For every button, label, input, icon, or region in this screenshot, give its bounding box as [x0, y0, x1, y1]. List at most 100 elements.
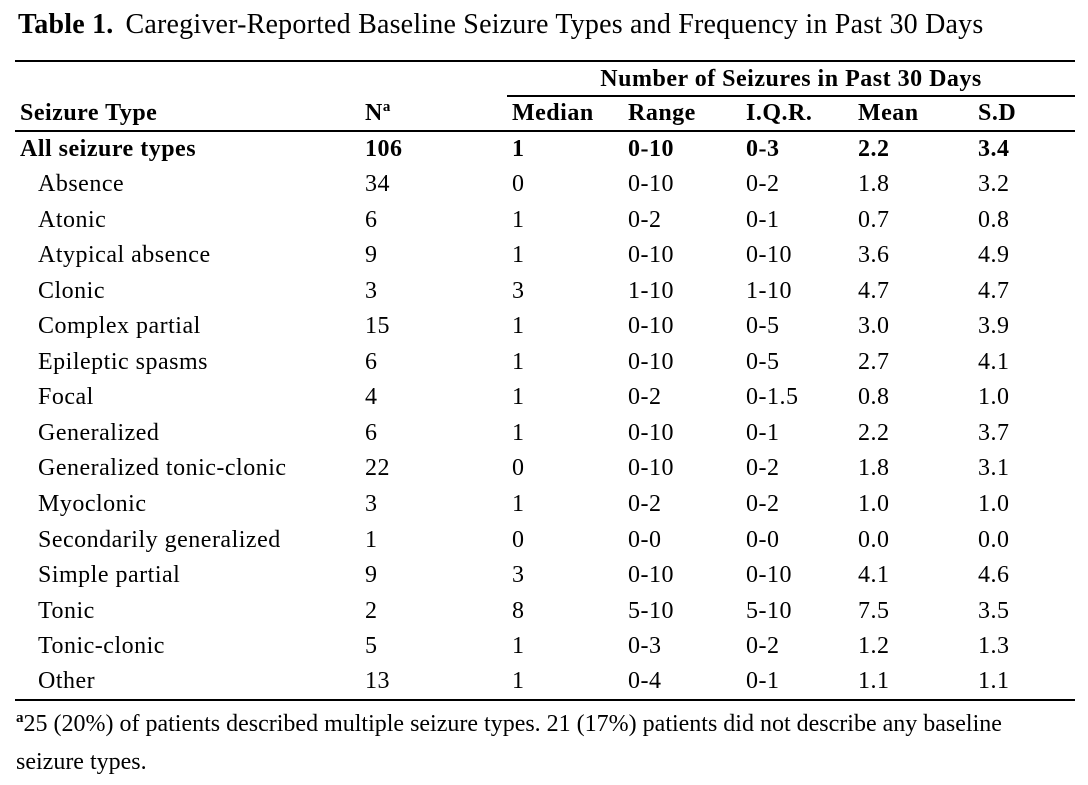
median-cell: 3	[512, 562, 525, 589]
median-cell: 8	[512, 597, 525, 624]
seizure-type-cell: Focal	[38, 384, 94, 411]
table-number-label: Table 1.	[18, 9, 114, 40]
column-header-mean: Mean	[853, 96, 973, 132]
seizure-type-cell: Absence	[38, 171, 125, 198]
iqr-cell: 0-5	[746, 313, 780, 340]
range-cell: 0-10	[628, 242, 674, 269]
iqr-cell: 0-2	[746, 633, 780, 660]
seizure-type-cell: Generalized	[38, 419, 160, 446]
seizure-type-cell: Atonic	[38, 206, 107, 233]
range-cell: 0-10	[628, 419, 674, 446]
range-cell: 0-10	[628, 135, 674, 162]
range-cell: 0-4	[628, 667, 662, 694]
seizure-type-cell: Clonic	[38, 277, 105, 304]
mean-cell: 0.8	[858, 384, 890, 411]
mean-cell: 1.8	[858, 171, 890, 198]
sd-cell: 3.9	[978, 313, 1010, 340]
median-cell: 0	[512, 526, 525, 553]
range-cell: 0-10	[628, 348, 674, 375]
table-row: Atonic 6 1 0-2 0-1 0.7 0.8	[15, 202, 1075, 238]
mean-cell: 2.2	[858, 419, 890, 446]
sd-cell: 3.2	[978, 171, 1010, 198]
iqr-cell: 0-0	[746, 526, 780, 553]
median-cell: 1	[512, 633, 525, 660]
iqr-cell: 0-10	[746, 562, 792, 589]
range-cell: 0-10	[628, 171, 674, 198]
range-cell: 5-10	[628, 597, 674, 624]
n-cell: 3	[365, 491, 378, 518]
n-cell: 6	[365, 348, 378, 375]
column-header-iqr: I.Q.R.	[741, 96, 853, 132]
table-row: Clonic 3 3 1-10 1-10 4.7 4.7	[15, 273, 1075, 309]
seizure-type-cell: Epileptic spasms	[38, 348, 208, 375]
median-cell: 0	[512, 455, 525, 482]
median-cell: 0	[512, 171, 525, 198]
n-cell: 9	[365, 242, 378, 269]
mean-cell: 1.1	[858, 667, 890, 694]
n-cell: 6	[365, 419, 378, 446]
mean-cell: 2.7	[858, 348, 890, 375]
iqr-cell: 0-10	[746, 242, 792, 269]
median-cell: 1	[512, 206, 525, 233]
mean-cell: 4.7	[858, 277, 890, 304]
median-cell: 1	[512, 384, 525, 411]
mean-cell: 1.0	[858, 491, 890, 518]
sd-cell: 1.1	[978, 667, 1010, 694]
iqr-cell: 0-2	[746, 171, 780, 198]
table-caption: Caregiver-Reported Baseline Seizure Type…	[125, 9, 984, 40]
range-cell: 0-0	[628, 526, 662, 553]
sd-cell: 4.6	[978, 562, 1010, 589]
sd-cell: 4.7	[978, 277, 1010, 304]
iqr-cell: 0-1	[746, 419, 780, 446]
sd-cell: 1.0	[978, 384, 1010, 411]
range-cell: 0-3	[628, 633, 662, 660]
n-cell: 34	[365, 171, 390, 198]
iqr-cell: 0-3	[746, 135, 780, 162]
median-cell: 1	[512, 348, 525, 375]
range-cell: 0-2	[628, 491, 662, 518]
iqr-cell: 0-2	[746, 455, 780, 482]
iqr-cell: 5-10	[746, 597, 792, 624]
table-row: Complex partial 15 1 0-10 0-5 3.0 3.9	[15, 309, 1075, 345]
table-row: Generalized tonic-clonic 22 0 0-10 0-2 1.8 3.1	[15, 451, 1075, 487]
sd-cell: 3.5	[978, 597, 1010, 624]
mean-cell: 3.0	[858, 313, 890, 340]
range-cell: 0-10	[628, 562, 674, 589]
sd-cell: 1.0	[978, 491, 1010, 518]
table-row: Myoclonic 3 1 0-2 0-2 1.0 1.0	[15, 486, 1075, 522]
range-cell: 1-10	[628, 277, 674, 304]
table-row: Tonic 2 8 5-10 5-10 7.5 3.5	[15, 593, 1075, 629]
column-header-range: Range	[623, 96, 741, 132]
mean-cell: 0.7	[858, 206, 890, 233]
mean-cell: 1.8	[858, 455, 890, 482]
column-header-seizure-type: Seizure Type	[15, 96, 360, 132]
sd-cell: 4.1	[978, 348, 1010, 375]
column-header-median: Median	[507, 96, 623, 132]
n-cell: 4	[365, 384, 378, 411]
spanning-header: Number of Seizures in Past 30 Days	[507, 61, 1076, 97]
n-label: N	[365, 100, 383, 126]
mean-cell: 4.1	[858, 562, 890, 589]
table-row: Epileptic spasms 6 1 0-10 0-5 2.7 4.1	[15, 344, 1075, 380]
spanning-header-spacer	[15, 61, 507, 96]
n-cell: 2	[365, 597, 378, 624]
seizure-type-cell: Tonic	[38, 597, 95, 624]
footnote-text: 25 (20%) of patients described multiple …	[16, 711, 1002, 775]
seizure-type-cell: Complex partial	[38, 313, 201, 340]
median-cell: 1	[512, 242, 525, 269]
n-cell: 106	[365, 135, 403, 162]
table-body: All seizure types 106 1 0-10 0-3 2.2 3.4 Absenc…	[15, 131, 1075, 700]
column-header-n: Na	[360, 96, 507, 132]
table-row: Secondarily generalized 1 0 0-0 0-0 0.0 0.0	[15, 522, 1075, 558]
spanning-header-row: Number of Seizures in Past 30 Days	[15, 61, 1076, 97]
range-cell: 0-2	[628, 206, 662, 233]
sd-cell: 0.8	[978, 206, 1010, 233]
range-cell: 0-10	[628, 313, 674, 340]
range-cell: 0-10	[628, 455, 674, 482]
mean-cell: 2.2	[858, 135, 890, 162]
seizure-type-cell: Generalized tonic-clonic	[38, 455, 287, 482]
seizure-type-cell: Atypical absence	[38, 242, 211, 269]
sd-cell: 3.1	[978, 455, 1010, 482]
n-cell: 1	[365, 526, 378, 553]
table-row: Generalized 6 1 0-10 0-1 2.2 3.7	[15, 415, 1075, 451]
